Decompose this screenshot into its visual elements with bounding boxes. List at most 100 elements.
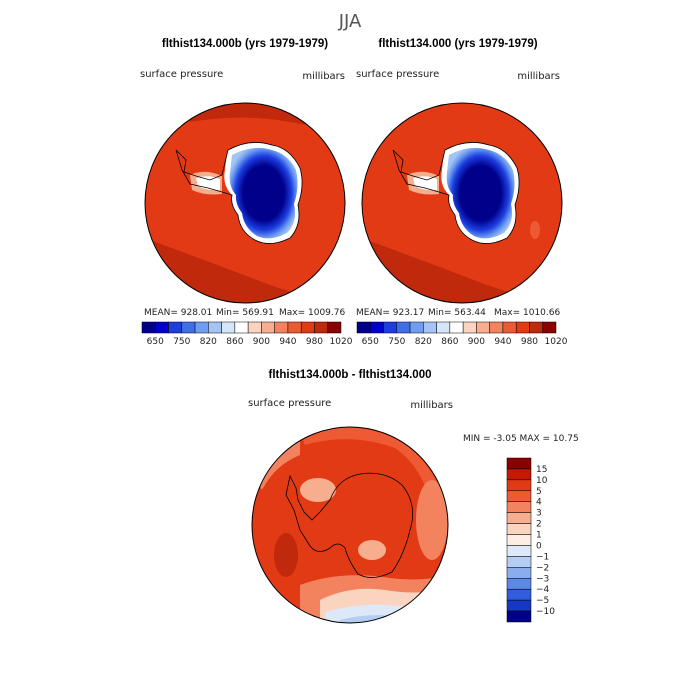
colorbar-tick-label: 940: [494, 337, 511, 347]
panel-a-max: Max= 1009.76: [279, 308, 345, 318]
colorbar-swatch: [506, 545, 532, 557]
colorbar-swatch: [506, 599, 532, 612]
colorbar-tick-label: 0: [536, 541, 542, 551]
colorbar-swatch: [409, 321, 424, 334]
colorbar-tick-label: 1: [536, 531, 542, 541]
panel-a-min: Min= 569.91: [216, 308, 274, 318]
panel-b-colorbar: 650 750 820 860 900 940 980 1020: [356, 321, 568, 347]
colorbar-tick-label: 5: [536, 487, 542, 497]
panel-b-variable-label: surface pressure: [356, 69, 439, 80]
colorbar-swatch: [423, 321, 437, 334]
colorbar-swatch: [396, 321, 411, 334]
panel-c-subtitle: flthist134.000b - flthist134.000: [269, 369, 432, 381]
colorbar-swatch: [300, 321, 315, 334]
colorbar-tick-label: 1020: [545, 337, 568, 347]
colorbar-swatch: [506, 501, 532, 513]
colorbar-swatch: [234, 321, 249, 334]
colorbar-swatch: [506, 534, 532, 546]
panel-b-mean: MEAN= 923.17: [356, 308, 424, 318]
colorbar-swatch: [506, 468, 532, 481]
colorbar-tick-label: 750: [388, 337, 405, 347]
colorbar-swatch: [141, 321, 156, 334]
panel-b-max: Max= 1010.66: [494, 308, 560, 318]
colorbar-swatch: [208, 321, 222, 334]
panel-a-variable-label: surface pressure: [140, 69, 223, 80]
colorbar-swatch: [506, 588, 532, 601]
colorbar-swatch: [194, 321, 209, 334]
colorbar-tick-label: 3: [536, 509, 542, 519]
panel-b: flthist134.000 (yrs 1979-1979) surface p…: [356, 38, 568, 347]
colorbar-tick-label: 750: [173, 337, 190, 347]
colorbar-swatch: [502, 321, 517, 334]
colorbar-tick-label: 650: [362, 337, 379, 347]
colorbar-swatch: [168, 321, 183, 334]
colorbar-tick-label: −2: [536, 563, 549, 573]
colorbar-swatch: [506, 523, 532, 535]
colorbar-swatch: [506, 610, 532, 623]
colorbar-tick-label: 650: [147, 337, 164, 347]
colorbar-tick-label: 860: [441, 337, 458, 347]
panel-a: flthist134.000b (yrs 1979-1979) surface …: [140, 38, 353, 347]
panel-b-map: [362, 103, 562, 303]
panel-b-units-label: millibars: [517, 71, 560, 82]
colorbar-tick-label: 2: [536, 520, 542, 530]
colorbar-tick-label: 4: [536, 498, 542, 508]
colorbar-tick-label: 15: [536, 465, 547, 475]
colorbar-swatch: [247, 321, 262, 334]
panel-a-units-label: millibars: [302, 71, 345, 82]
colorbar-swatch: [181, 321, 196, 334]
colorbar-swatch: [506, 490, 532, 502]
colorbar-tick-label: −3: [536, 574, 549, 584]
colorbar-swatch: [476, 321, 490, 334]
colorbar-swatch: [542, 321, 557, 334]
main-title: JJA: [338, 11, 362, 32]
colorbar-swatch: [462, 321, 477, 334]
colorbar-swatch: [274, 321, 289, 334]
colorbar-tick-label: 860: [226, 337, 243, 347]
colorbar-swatch: [155, 321, 169, 334]
panel-c-map: [252, 427, 448, 623]
colorbar-tick-label: −4: [536, 585, 550, 595]
panel-c: flthist134.000b - flthist134.000 surface…: [248, 369, 579, 624]
panel-a-subtitle: flthist134.000b (yrs 1979-1979): [162, 38, 328, 50]
colorbar-swatch: [221, 321, 236, 334]
panel-b-min: Min= 563.44: [428, 308, 486, 318]
colorbar-swatch: [506, 479, 532, 492]
colorbar-swatch: [261, 321, 275, 334]
colorbar-tick-label: 1020: [330, 337, 353, 347]
colorbar-swatch: [506, 578, 532, 590]
colorbar-tick-label: 980: [521, 337, 538, 347]
colorbar-swatch: [506, 567, 532, 579]
colorbar-swatch: [506, 512, 532, 524]
colorbar-swatch: [515, 321, 530, 334]
colorbar-swatch: [506, 556, 532, 568]
colorbar-tick-label: 900: [253, 337, 270, 347]
colorbar-swatch: [383, 321, 398, 334]
colorbar-tick-label: −1: [536, 552, 549, 562]
colorbar-swatch: [449, 321, 464, 334]
colorbar-tick-label: 900: [468, 337, 485, 347]
panel-b-subtitle: flthist134.000 (yrs 1979-1979): [378, 38, 537, 50]
colorbar-tick-label: −10: [536, 607, 555, 617]
panel-a-colorbar: 650 750 820 860 900 940 980 1020: [141, 321, 353, 347]
panel-c-units-label: millibars: [410, 400, 453, 411]
panel-a-map: [145, 103, 345, 303]
colorbar-tick-label: 820: [200, 337, 217, 347]
colorbar-swatch: [489, 321, 504, 334]
colorbar-swatch: [287, 321, 302, 334]
colorbar-tick-label: 10: [536, 476, 548, 486]
colorbar-tick-label: 940: [279, 337, 296, 347]
panel-c-variable-label: surface pressure: [248, 398, 331, 409]
colorbar-tick-label: −5: [536, 596, 549, 606]
colorbar-swatch: [356, 321, 371, 334]
colorbar-swatch: [314, 321, 328, 334]
panel-a-mean: MEAN= 928.01: [144, 308, 212, 318]
colorbar-swatch: [327, 321, 342, 334]
panel-c-minmax: MIN = -3.05 MAX = 10.75: [463, 434, 579, 444]
colorbar-tick-label: 820: [415, 337, 432, 347]
colorbar-tick-label: 980: [306, 337, 323, 347]
colorbar-swatch: [506, 457, 532, 470]
colorbar-swatch: [529, 321, 543, 334]
